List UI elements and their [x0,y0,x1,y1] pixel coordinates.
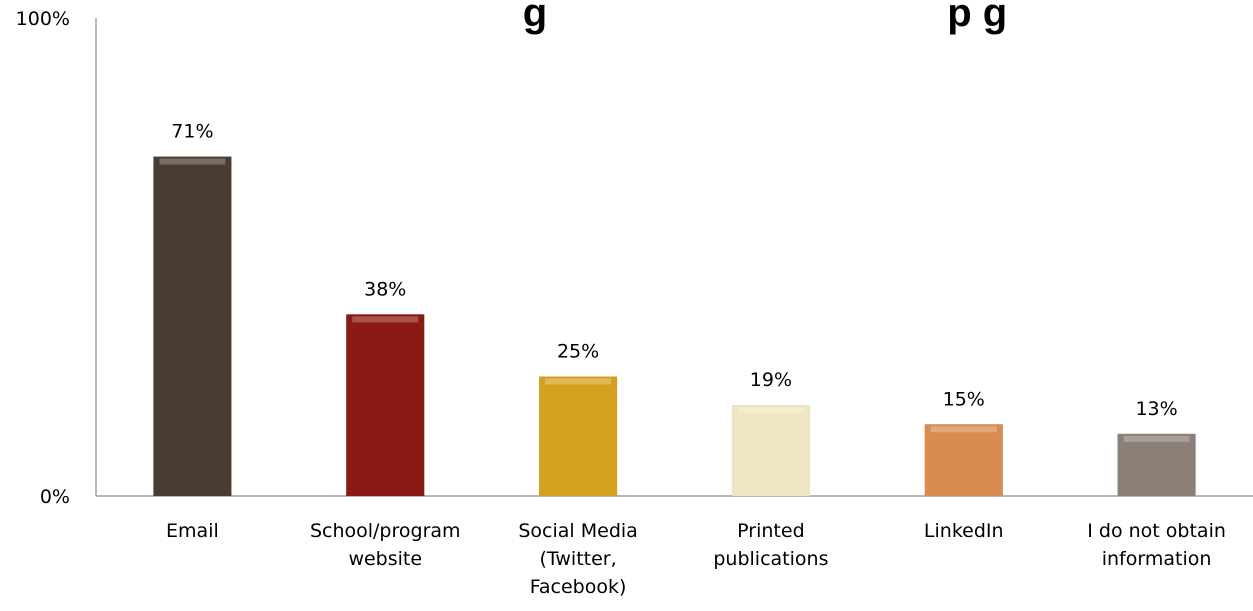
chart-title: g p g [523,0,1008,35]
category-label-line: Email [166,520,219,542]
data-label: 25% [557,341,599,363]
category-label-line: School/program [310,520,461,542]
category-label: Printed publications [713,520,828,570]
data-label: 15% [943,388,985,410]
bar [153,156,232,496]
category-label-line: Social Media [518,520,637,542]
bar [1117,433,1196,496]
data-label: 38% [364,278,406,300]
category-label-line: (Twitter, [540,548,617,570]
bar-top-bevel [352,316,419,323]
y-tick-label: 100% [16,8,70,30]
category-label-line: publications [713,548,828,570]
bar-highlight [737,413,804,490]
category-label-line: information [1102,548,1212,570]
category-label-line: I do not obtain [1087,520,1226,542]
category-label: Social Media (Twitter, Facebook) [518,520,637,598]
category-label-line: Printed [737,520,804,542]
bar-highlight [159,164,226,490]
y-tick-label: 0% [40,486,70,508]
bar-highlight [1123,441,1190,490]
bar-top-bevel [737,407,804,414]
bar-highlight [352,322,419,490]
category-label-line: Facebook) [530,576,627,598]
bar-highlight [545,384,612,490]
bar [731,405,810,496]
bar [924,424,1003,496]
bar-top-bevel [545,378,612,385]
category-label-line: LinkedIn [924,520,1004,542]
data-label: 19% [750,369,792,391]
bar-top-bevel [159,158,226,165]
category-label-line: website [348,548,422,570]
category-label: I do not obtain information [1087,520,1226,570]
category-label: School/program website [310,520,461,570]
category-label: Email [166,520,219,542]
bar [539,376,618,496]
data-label: 13% [1135,398,1177,420]
data-label: 71% [171,121,213,143]
bar-highlight [930,432,997,490]
bar-top-bevel [930,426,997,433]
category-label: LinkedIn [924,520,1004,542]
bar-top-bevel [1123,435,1190,442]
bar [346,314,425,496]
